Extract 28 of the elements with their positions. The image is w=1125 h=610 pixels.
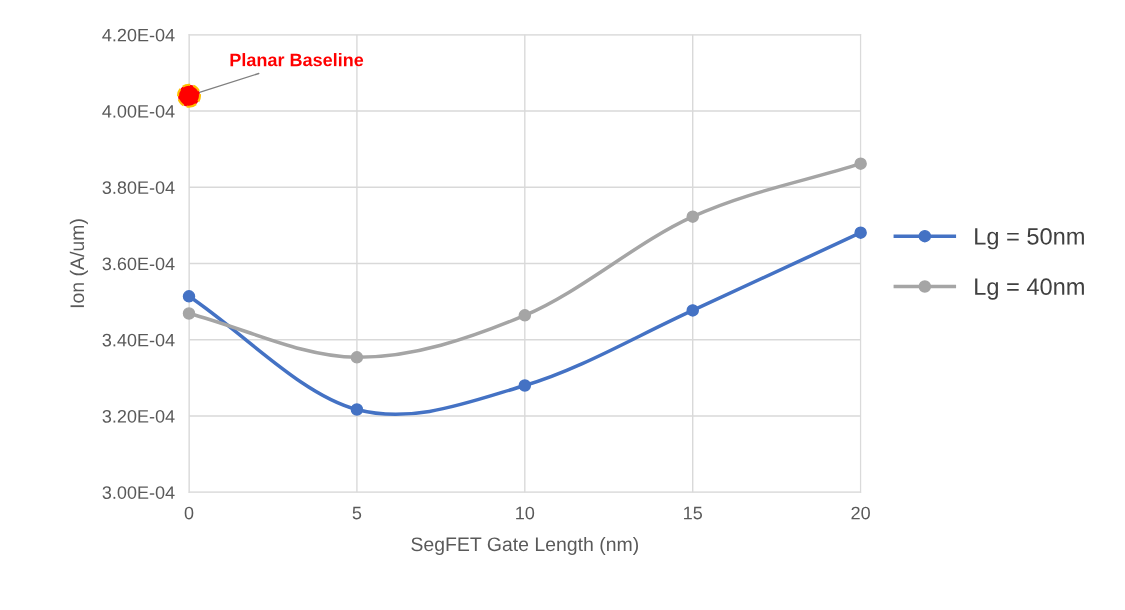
y-tick-label: 4.20E-04: [102, 28, 175, 42]
x-tick-label: 15: [684, 506, 702, 520]
legend-label: Lg = 40nm: [975, 278, 1084, 300]
point: [854, 157, 867, 170]
y-tick-label: 3.60E-04: [102, 257, 175, 271]
y-tick-label: 4.00E-04: [102, 104, 175, 118]
x-tick-label: 0: [184, 506, 194, 520]
point: [854, 226, 867, 239]
point: [182, 307, 196, 320]
x-tick-label: 20: [851, 506, 870, 520]
x-tick-label: 5: [352, 506, 362, 520]
text: Planar Baseline: [230, 53, 364, 67]
point: [518, 379, 532, 392]
y-tick-label: 3.80E-04: [102, 181, 175, 194]
point: [686, 304, 699, 317]
point: [182, 290, 196, 303]
y-tick-label: 3.00E-04: [102, 486, 175, 499]
x-axis-title: SegFET Gate Length (nm): [411, 536, 638, 555]
x-tick-label: 10: [516, 506, 535, 520]
point: [350, 403, 364, 416]
point: [518, 309, 532, 322]
y-axis-title: Ion (A/um): [69, 219, 88, 308]
y-tick-label: 3.40E-04: [102, 333, 175, 347]
point: [350, 351, 364, 364]
legend-label: Lg = 50nm: [975, 227, 1084, 250]
point: [686, 210, 699, 223]
point: [176, 83, 202, 108]
y-tick-label: 3.20E-04: [102, 409, 175, 423]
